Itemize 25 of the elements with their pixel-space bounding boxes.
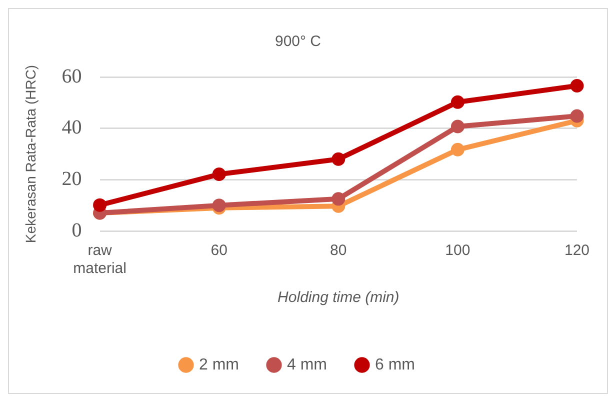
point — [450, 120, 464, 134]
x-tick-label: 60 — [210, 242, 228, 260]
x-tick-label: 100 — [445, 242, 470, 260]
point — [212, 168, 226, 182]
x-tick-label: 120 — [564, 242, 590, 260]
legend-label: 4 mm — [287, 356, 327, 374]
chart-title: 900° C — [274, 33, 322, 50]
y-tick-label: 20 — [62, 168, 82, 190]
point — [570, 78, 584, 92]
x-tick-label: 80 — [330, 242, 347, 260]
point — [332, 152, 346, 166]
point — [450, 95, 464, 109]
y-tick-label: 60 — [62, 65, 82, 88]
y-axis-title: Kekerasan Rata-Rata (HRC) — [22, 64, 38, 244]
point — [570, 109, 584, 123]
point — [212, 198, 226, 212]
point — [450, 142, 464, 156]
legend-label: 6 mm — [375, 356, 415, 374]
x-tick-label: raw material — [73, 242, 126, 278]
y-tick-label: 40 — [62, 116, 82, 139]
point — [332, 192, 346, 206]
point — [93, 198, 107, 212]
legend-label: 2 mm — [199, 356, 239, 374]
x-axis-title: Holding time (min) — [278, 289, 400, 306]
y-tick-label: 0 — [72, 219, 82, 242]
